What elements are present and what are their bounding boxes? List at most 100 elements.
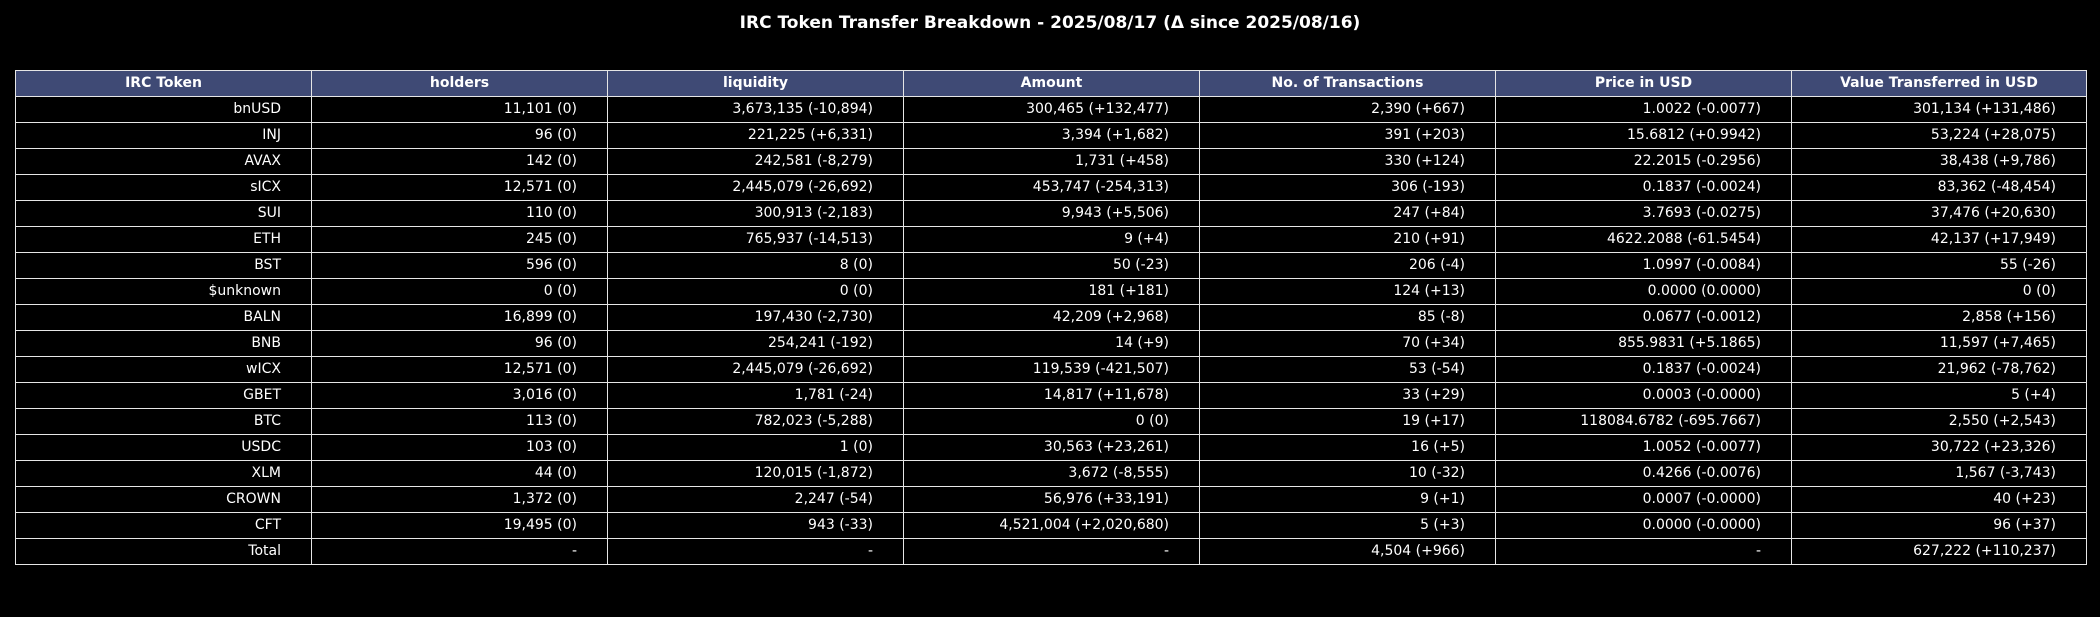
table-row: wICX 12,571 (0) 2,445,079 (-26,692) 119,539… — [15, 356, 2087, 383]
cell-liquidity: 3,673,135 (-10,894) — [607, 96, 904, 123]
cell-transactions: 70 (+34) — [1199, 330, 1496, 357]
column-header-liquidity: liquidity — [607, 70, 904, 97]
cell-holders: 12,571 (0) — [311, 174, 608, 201]
cell-amount: 453,747 (-254,313) — [903, 174, 1200, 201]
cell-token: ETH — [15, 226, 312, 253]
cell-price-usd: 3.7693 (-0.0275) — [1495, 200, 1792, 227]
cell-value-transferred: 96 (+37) — [1791, 512, 2087, 539]
cell-holders: 44 (0) — [311, 460, 608, 487]
cell-transactions: 5 (+3) — [1199, 512, 1496, 539]
cell-amount: 181 (+181) — [903, 278, 1200, 305]
cell-amount: 42,209 (+2,968) — [903, 304, 1200, 331]
cell-transactions: 10 (-32) — [1199, 460, 1496, 487]
cell-holders: 1,372 (0) — [311, 486, 608, 513]
cell-holders: 12,571 (0) — [311, 356, 608, 383]
cell-value-transferred: 627,222 (+110,237) — [1791, 538, 2087, 565]
cell-value-transferred: 42,137 (+17,949) — [1791, 226, 2087, 253]
cell-transactions: 16 (+5) — [1199, 434, 1496, 461]
column-header-holders: holders — [311, 70, 608, 97]
cell-value-transferred: 11,597 (+7,465) — [1791, 330, 2087, 357]
cell-liquidity: 242,581 (-8,279) — [607, 148, 904, 175]
table-row: BTC 113 (0) 782,023 (-5,288) 0 (0) 19 (+17) 1… — [15, 408, 2087, 435]
cell-value-transferred: 301,134 (+131,486) — [1791, 96, 2087, 123]
table-row: GBET 3,016 (0) 1,781 (-24) 14,817 (+11,678)… — [15, 382, 2087, 409]
cell-amount: 1,731 (+458) — [903, 148, 1200, 175]
cell-liquidity: 0 (0) — [607, 278, 904, 305]
cell-transactions: 19 (+17) — [1199, 408, 1496, 435]
table-row: XLM 44 (0) 120,015 (-1,872) 3,672 (-8,555) 1… — [15, 460, 2087, 487]
cell-liquidity: 120,015 (-1,872) — [607, 460, 904, 487]
cell-token: wICX — [15, 356, 312, 383]
cell-transactions: 33 (+29) — [1199, 382, 1496, 409]
cell-value-transferred: 40 (+23) — [1791, 486, 2087, 513]
header-row: IRC Token holders liquidity Amount No. o… — [15, 70, 2087, 97]
cell-price-usd: 118084.6782 (-695.7667) — [1495, 408, 1792, 435]
cell-holders: 596 (0) — [311, 252, 608, 279]
table-row: SUI 110 (0) 300,913 (-2,183) 9,943 (+5,506)… — [15, 200, 2087, 227]
cell-amount: 50 (-23) — [903, 252, 1200, 279]
cell-price-usd: - — [1495, 538, 1792, 565]
cell-price-usd: 0.0003 (-0.0000) — [1495, 382, 1792, 409]
cell-amount: 9,943 (+5,506) — [903, 200, 1200, 227]
cell-token: BALN — [15, 304, 312, 331]
table-row: USDC 103 (0) 1 (0) 30,563 (+23,261) 16 (+5) 1… — [15, 434, 2087, 461]
cell-transactions: 4,504 (+966) — [1199, 538, 1496, 565]
cell-price-usd: 1.0997 (-0.0084) — [1495, 252, 1792, 279]
table-row: $unknown 0 (0) 0 (0) 181 (+181) 124 (+13) 0.0… — [15, 278, 2087, 305]
cell-liquidity: 197,430 (-2,730) — [607, 304, 904, 331]
table-row: CROWN 1,372 (0) 2,247 (-54) 56,976 (+33,191… — [15, 486, 2087, 513]
cell-amount: - — [903, 538, 1200, 565]
cell-value-transferred: 2,550 (+2,543) — [1791, 408, 2087, 435]
cell-value-transferred: 0 (0) — [1791, 278, 2087, 305]
cell-transactions: 85 (-8) — [1199, 304, 1496, 331]
cell-holders: 245 (0) — [311, 226, 608, 253]
cell-liquidity: 2,445,079 (-26,692) — [607, 174, 904, 201]
cell-token: CROWN — [15, 486, 312, 513]
cell-amount: 3,672 (-8,555) — [903, 460, 1200, 487]
cell-value-transferred: 30,722 (+23,326) — [1791, 434, 2087, 461]
table-row: BALN 16,899 (0) 197,430 (-2,730) 42,209 (+2… — [15, 304, 2087, 331]
cell-amount: 3,394 (+1,682) — [903, 122, 1200, 149]
cell-token: GBET — [15, 382, 312, 409]
cell-transactions: 9 (+1) — [1199, 486, 1496, 513]
cell-liquidity: 8 (0) — [607, 252, 904, 279]
cell-holders: 0 (0) — [311, 278, 608, 305]
cell-value-transferred: 1,567 (-3,743) — [1791, 460, 2087, 487]
cell-price-usd: 1.0022 (-0.0077) — [1495, 96, 1792, 123]
cell-holders: 110 (0) — [311, 200, 608, 227]
cell-price-usd: 15.6812 (+0.9942) — [1495, 122, 1792, 149]
cell-transactions: 330 (+124) — [1199, 148, 1496, 175]
cell-liquidity: 254,241 (-192) — [607, 330, 904, 357]
cell-liquidity: 782,023 (-5,288) — [607, 408, 904, 435]
cell-price-usd: 0.1837 (-0.0024) — [1495, 174, 1792, 201]
cell-transactions: 206 (-4) — [1199, 252, 1496, 279]
cell-holders: 16,899 (0) — [311, 304, 608, 331]
cell-transactions: 391 (+203) — [1199, 122, 1496, 149]
cell-token: AVAX — [15, 148, 312, 175]
cell-token: BNB — [15, 330, 312, 357]
cell-holders: 96 (0) — [311, 122, 608, 149]
cell-token: SUI — [15, 200, 312, 227]
cell-price-usd: 0.0000 (0.0000) — [1495, 278, 1792, 305]
cell-value-transferred: 55 (-26) — [1791, 252, 2087, 279]
table-row: sICX 12,571 (0) 2,445,079 (-26,692) 453,747… — [15, 174, 2087, 201]
cell-token: $unknown — [15, 278, 312, 305]
cell-holders: - — [311, 538, 608, 565]
table-row: BNB 96 (0) 254,241 (-192) 14 (+9) 70 (+34) 85… — [15, 330, 2087, 357]
cell-holders: 103 (0) — [311, 434, 608, 461]
table-title: IRC Token Transfer Breakdown - 2025/08/1… — [739, 13, 1361, 33]
cell-amount: 56,976 (+33,191) — [903, 486, 1200, 513]
cell-token: sICX — [15, 174, 312, 201]
cell-price-usd: 855.9831 (+5.1865) — [1495, 330, 1792, 357]
cell-liquidity: 943 (-33) — [607, 512, 904, 539]
cell-amount: 4,521,004 (+2,020,680) — [903, 512, 1200, 539]
cell-amount: 0 (0) — [903, 408, 1200, 435]
cell-transactions: 2,390 (+667) — [1199, 96, 1496, 123]
cell-price-usd: 0.1837 (-0.0024) — [1495, 356, 1792, 383]
cell-value-transferred: 38,438 (+9,786) — [1791, 148, 2087, 175]
cell-holders: 19,495 (0) — [311, 512, 608, 539]
column-header-transactions: No. of Transactions — [1199, 70, 1496, 97]
column-header-amount: Amount — [903, 70, 1200, 97]
table-row: INJ 96 (0) 221,225 (+6,331) 3,394 (+1,682) 3… — [15, 122, 2087, 149]
cell-holders: 96 (0) — [311, 330, 608, 357]
